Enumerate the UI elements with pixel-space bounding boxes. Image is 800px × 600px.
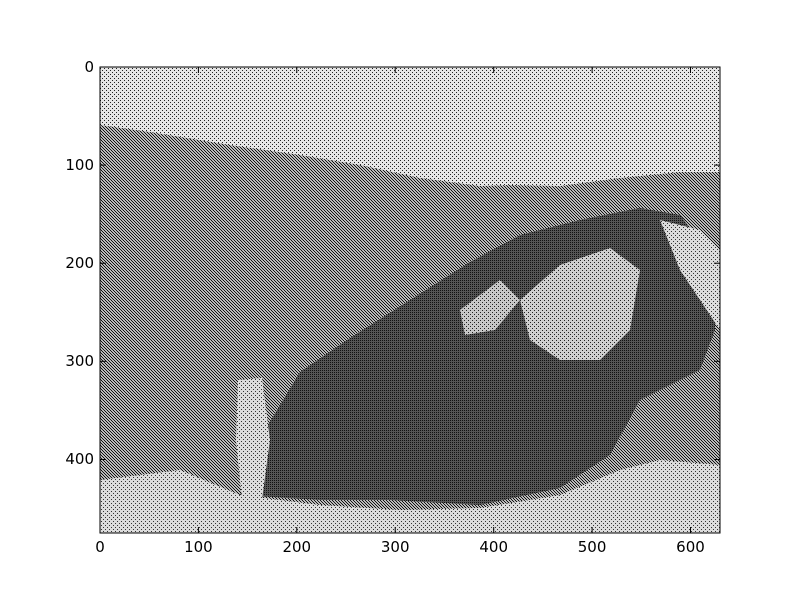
x-tick-label: 100 [184, 538, 213, 556]
y-tick-label: 300 [65, 352, 94, 370]
x-tick-label: 200 [282, 538, 311, 556]
post-region [236, 378, 270, 500]
x-tick-label: 600 [676, 538, 705, 556]
y-tick-label: 200 [65, 254, 94, 272]
rock-highlight [520, 248, 640, 360]
image-content [100, 67, 720, 533]
y-tick-label: 100 [65, 156, 94, 174]
x-tick-label: 0 [95, 538, 105, 556]
y-axis: 0 100 200 300 400 [65, 58, 720, 468]
y-tick-label: 400 [65, 450, 94, 468]
x-tick-label: 400 [479, 538, 508, 556]
x-tick-label: 300 [381, 538, 410, 556]
axes-frame [99, 66, 721, 534]
x-axis: 0 100 200 300 400 500 600 [95, 67, 705, 556]
y-tick-label: 0 [84, 58, 94, 76]
right-slope [660, 220, 720, 330]
rock-highlight-2 [460, 280, 520, 335]
x-tick-label: 500 [578, 538, 607, 556]
foreground-region [100, 460, 720, 533]
